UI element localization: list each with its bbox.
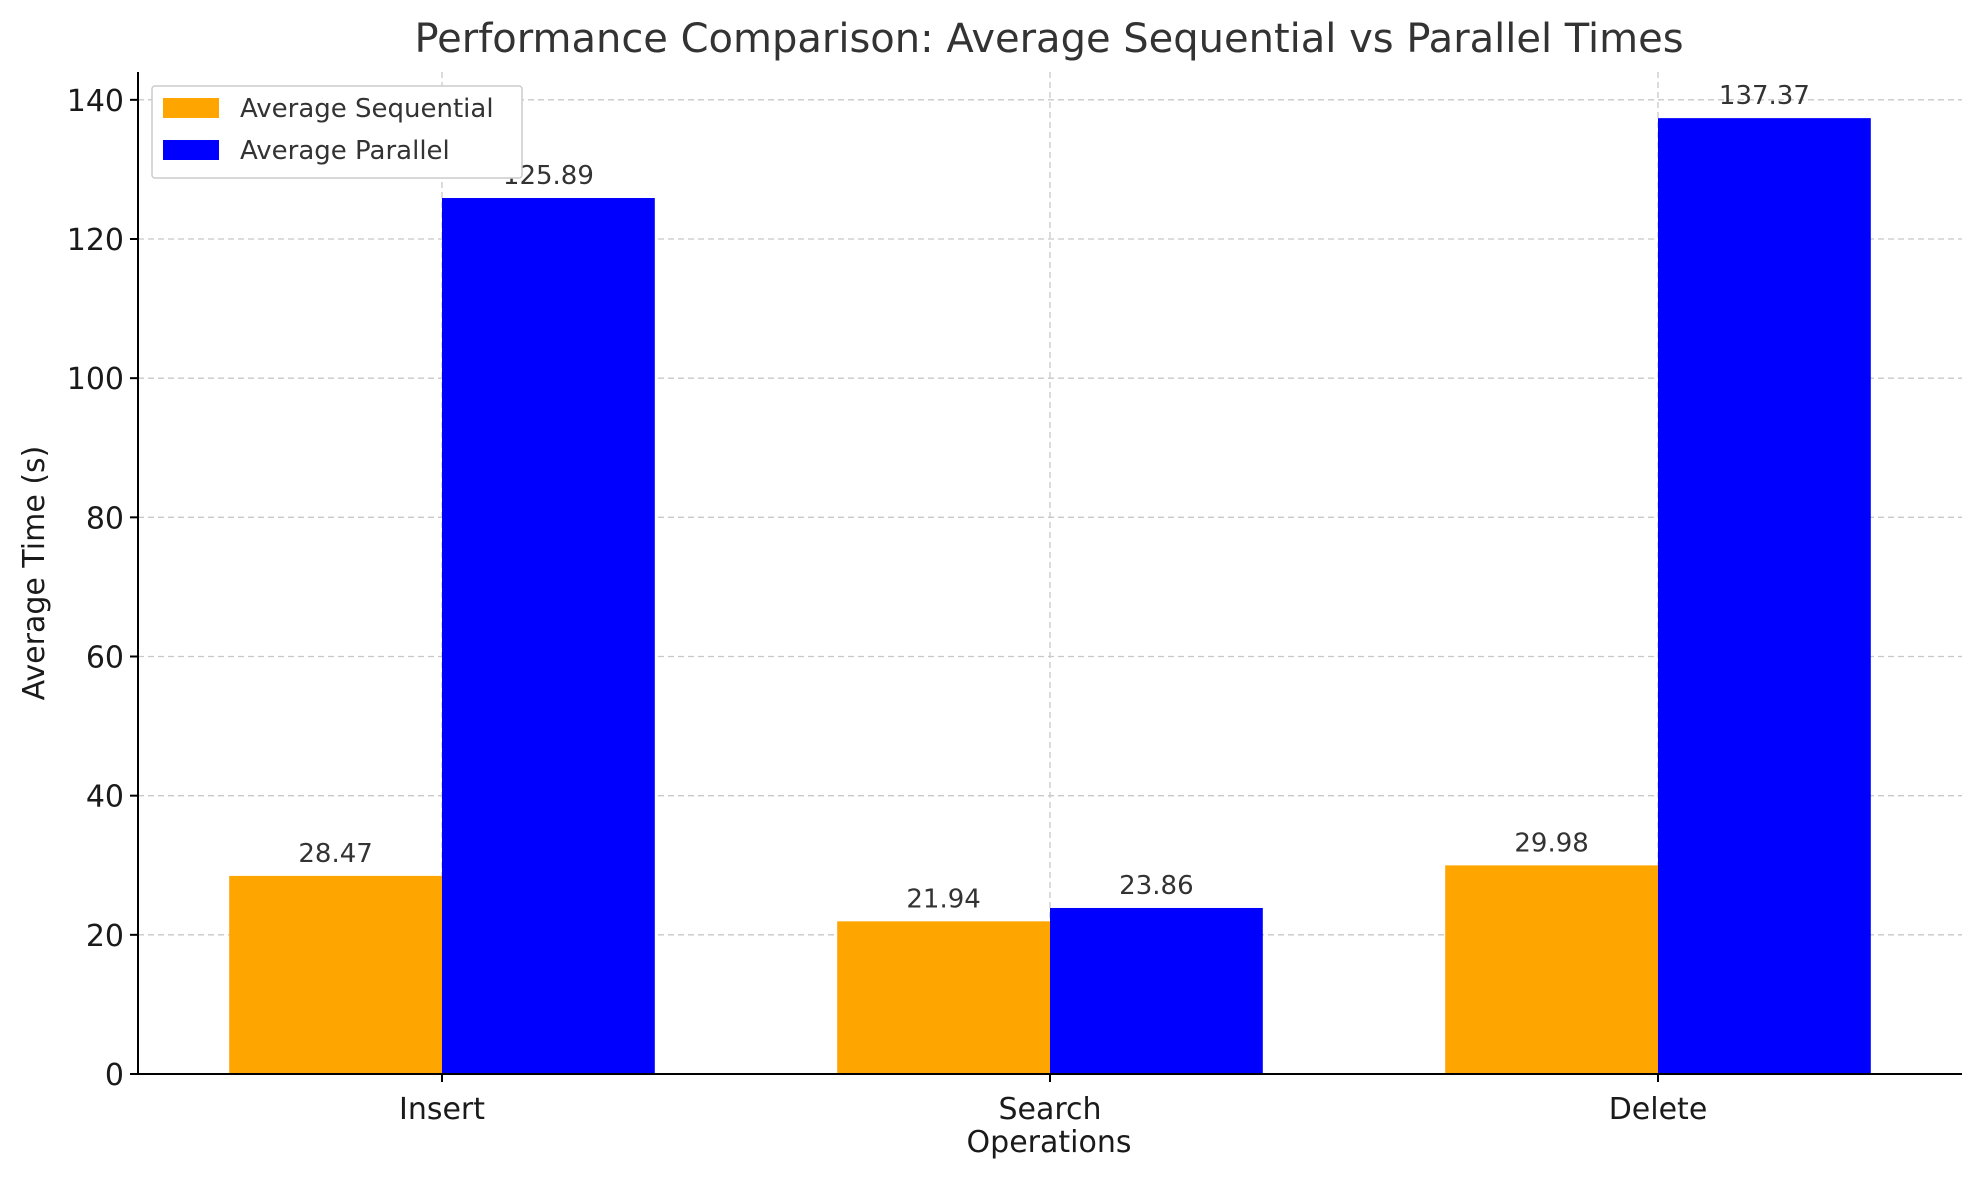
axes: 0 20 40 60 80 100 120 140 Insert Search Delete — [67, 72, 1962, 1127]
y-tick-label: 60 — [86, 641, 124, 676]
data-label-average-sequential-insert: 28.47 — [298, 839, 372, 869]
legend-swatch-sequential — [163, 98, 219, 118]
y-tick-label: 0 — [105, 1058, 124, 1093]
x-tick-label-delete: Delete — [1609, 1092, 1708, 1127]
x-tick-label-search: Search — [998, 1092, 1101, 1127]
bars — [229, 118, 1871, 1075]
data-label-average-parallel-search: 23.86 — [1119, 871, 1193, 901]
data-label-average-parallel-delete: 137.37 — [1719, 81, 1810, 111]
legend: Average Sequential Average Parallel — [151, 85, 523, 179]
y-tick-label: 140 — [67, 84, 124, 119]
legend-label-parallel: Average Parallel — [240, 136, 450, 166]
bar-average-parallel-delete — [1658, 118, 1871, 1075]
y-tick-label: 40 — [86, 780, 124, 815]
y-tick-label: 20 — [86, 919, 124, 954]
bar-average-sequential-insert — [229, 875, 442, 1074]
legend-swatch-parallel — [163, 140, 219, 160]
y-tick-label: 120 — [67, 223, 124, 258]
y-axis-label: Average Time (s) — [17, 446, 52, 701]
bar-average-parallel-insert — [442, 198, 655, 1075]
x-tick-label-insert: Insert — [399, 1092, 485, 1127]
legend-box — [151, 85, 523, 179]
y-tick-label: 100 — [67, 362, 124, 397]
data-label-average-sequential-search: 21.94 — [906, 884, 980, 914]
data-label-average-sequential-delete: 29.98 — [1514, 828, 1588, 858]
bar-average-sequential-search — [837, 921, 1050, 1074]
y-tick-label: 80 — [86, 501, 124, 536]
chart-title: Performance Comparison: Average Sequenti… — [414, 16, 1683, 62]
legend-label-sequential: Average Sequential — [240, 94, 494, 124]
bar-average-parallel-search — [1050, 907, 1263, 1074]
x-axis-label: Operations — [967, 1125, 1132, 1160]
bar-average-sequential-delete — [1445, 865, 1658, 1074]
